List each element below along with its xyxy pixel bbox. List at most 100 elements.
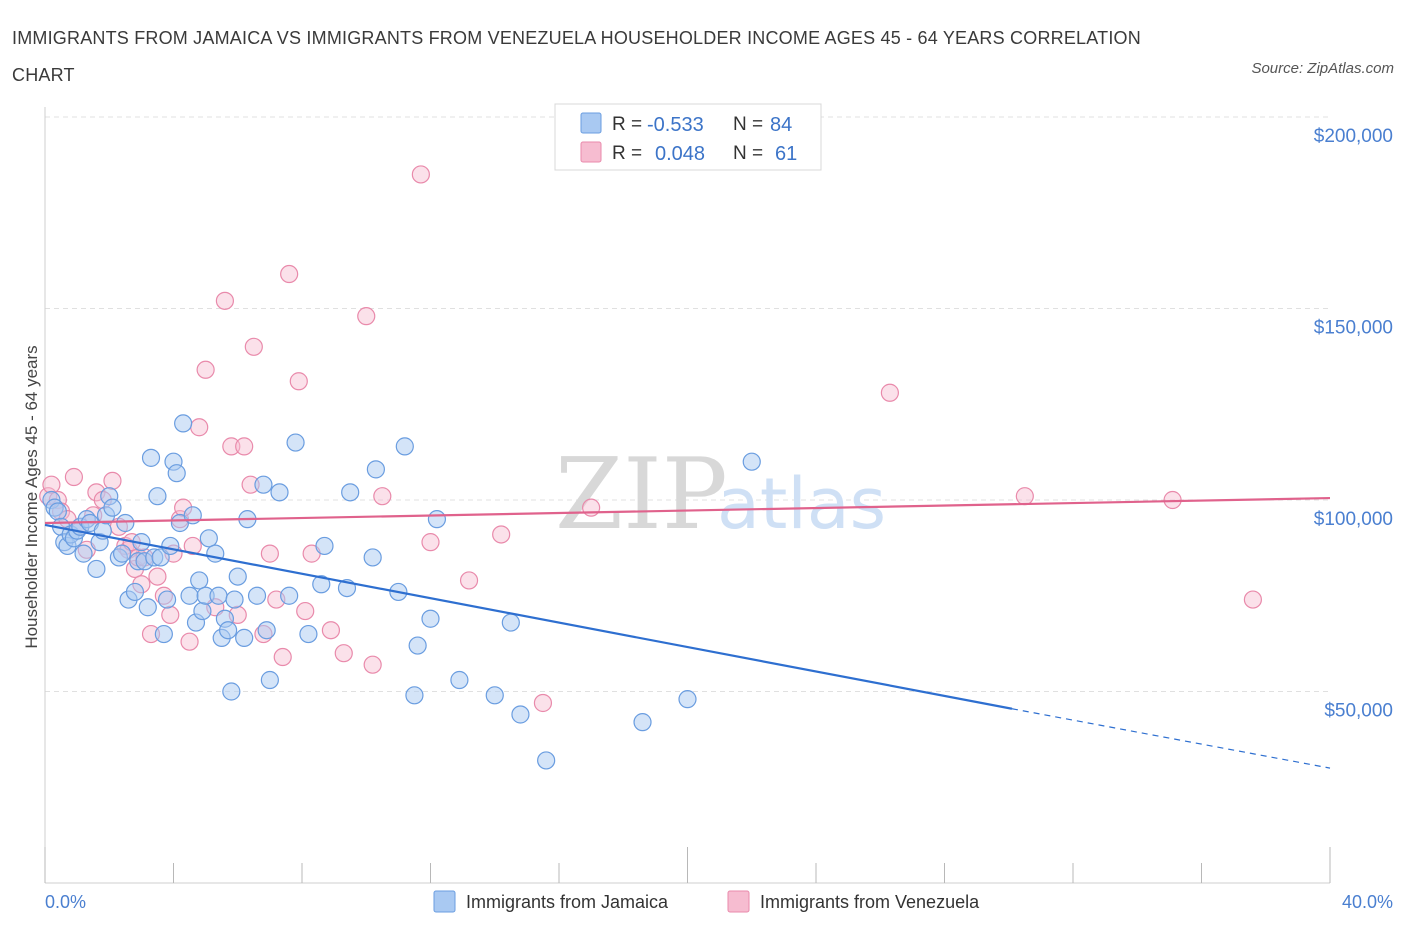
venezuela-point (260, 544, 279, 563)
venezuela-point (459, 571, 479, 590)
y-axis-label: Householder Income Ages 45 - 64 years (22, 345, 41, 648)
x-tick-label-max: 40.0% (1342, 892, 1393, 912)
venezuela-point (273, 647, 292, 667)
jamaica-point (270, 483, 289, 502)
jamaica-point (312, 575, 331, 594)
jamaica-point (228, 567, 247, 586)
bottom-legend-jamaica-label: Immigrants from Jamaica (466, 892, 669, 912)
series-jamaica-points (42, 414, 761, 770)
jamaica-point (286, 433, 305, 452)
jamaica-point (157, 590, 177, 609)
legend-bottom: Immigrants from Jamaica Immigrants from … (433, 890, 980, 913)
jamaica-trend-line (44, 523, 1013, 710)
jamaica-point (633, 713, 652, 732)
venezuela-point (280, 264, 299, 284)
venezuela-point (148, 567, 167, 586)
bottom-legend-venezuela-swatch (727, 890, 750, 913)
venezuela-trend-line (44, 496, 1331, 525)
legend-top: R = -0.533 N = 84 R = 0.048 N = 61 (554, 103, 822, 171)
legend-venezuela-r-label: R = (612, 143, 642, 164)
x-tick-label-min: 0.0% (45, 892, 86, 912)
jamaica-point (103, 498, 122, 517)
jamaica-point (405, 686, 424, 705)
jamaica-point (180, 586, 199, 605)
venezuela-point (42, 475, 61, 494)
y-tick-label: $150,000 (1314, 318, 1393, 339)
venezuela-point (215, 291, 234, 310)
legend-jamaica-r-label: R = (612, 114, 642, 135)
bottom-legend-venezuela-label: Immigrants from Venezuela (760, 892, 980, 912)
venezuela-point (180, 632, 199, 651)
venezuela-point (183, 536, 202, 556)
venezuela-point (222, 437, 241, 456)
jamaica-point (112, 544, 132, 563)
legend-venezuela-swatch (580, 141, 602, 163)
jamaica-point (395, 437, 414, 456)
venezuela-point (1243, 590, 1263, 609)
venezuela-point (373, 487, 392, 506)
legend-venezuela-n-value: 61 (775, 143, 797, 165)
watermark-zip: ZIP (555, 438, 728, 552)
venezuela-point (64, 467, 84, 487)
legend-venezuela-r-value: 0.048 (655, 143, 705, 165)
venezuela-point (411, 165, 430, 184)
source-label: Source: ZipAtlas.com (1251, 60, 1394, 77)
watermark-atlas: atlas (717, 463, 886, 545)
jamaica-point (260, 670, 279, 690)
jamaica-point (257, 621, 276, 640)
jamaica-point (363, 548, 382, 567)
jamaica-point (280, 586, 299, 605)
venezuela-point (1015, 487, 1034, 506)
venezuela-point (161, 605, 180, 625)
legend-jamaica-n-value: 84 (770, 114, 792, 136)
jamaica-point (190, 571, 209, 590)
jamaica-point (148, 487, 167, 506)
y-tick-labels: $50,000 $100,000 $150,000 $200,000 (1314, 126, 1393, 722)
jamaica-point (254, 475, 273, 494)
jamaica-point (199, 529, 218, 548)
jamaica-point (222, 682, 241, 701)
jamaica-point (427, 510, 447, 529)
jamaica-point (341, 483, 360, 502)
jamaica-point (167, 464, 186, 483)
bottom-legend-jamaica-swatch (433, 890, 456, 913)
venezuela-point (103, 471, 122, 490)
jamaica-point (235, 628, 254, 647)
x-tick-labels: 0.0% 40.0% (45, 892, 1393, 912)
venezuela-point (244, 337, 263, 356)
y-tick-label: $100,000 (1314, 509, 1393, 530)
jamaica-point (154, 624, 173, 644)
jamaica-point (193, 601, 212, 621)
jamaica-point (141, 448, 161, 467)
jamaica-point (48, 502, 67, 521)
jamaica-point (511, 705, 530, 724)
series-venezuela-points (39, 165, 1263, 713)
venezuela-point (363, 655, 382, 674)
jamaica-point (225, 590, 244, 609)
venezuela-point (334, 644, 353, 663)
jamaica-point (315, 536, 334, 556)
jamaica-point (247, 586, 267, 605)
y-tick-label: $50,000 (1324, 701, 1393, 722)
venezuela-point (321, 621, 341, 640)
jamaica-point (501, 613, 520, 632)
jamaica-point (209, 586, 228, 605)
jamaica-trend-extension (1011, 708, 1331, 769)
venezuela-point (421, 533, 440, 552)
venezuela-point (196, 360, 215, 379)
jamaica-point (219, 621, 238, 640)
jamaica-point (87, 559, 106, 579)
jamaica-point (206, 544, 225, 563)
legend-jamaica-r-value: -0.533 (647, 114, 704, 136)
jamaica-point (485, 686, 504, 705)
jamaica-point (742, 452, 761, 471)
chart-title: IMMIGRANTS FROM JAMAICA VS IMMIGRANTS FR… (12, 28, 1141, 85)
jamaica-point (450, 670, 469, 690)
venezuela-point (235, 437, 254, 456)
axes (44, 107, 1331, 884)
venezuela-point (357, 307, 376, 326)
legend-jamaica-swatch (580, 112, 602, 134)
jamaica-point (125, 582, 145, 602)
jamaica-point (678, 690, 697, 709)
